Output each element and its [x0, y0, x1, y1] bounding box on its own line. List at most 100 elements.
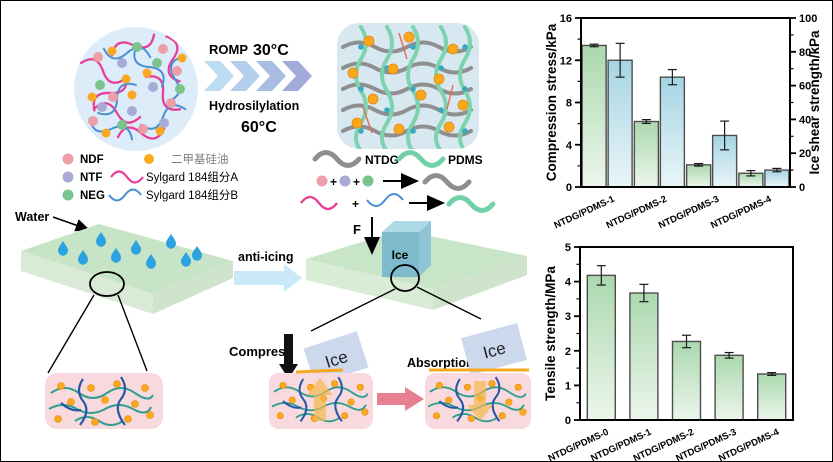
bar [629, 292, 659, 421]
ice-block-label: Ice [392, 248, 409, 262]
bar [756, 373, 787, 421]
mixture-particles [87, 42, 187, 138]
plus-sign: + [330, 175, 337, 189]
tick-label: 4 [566, 140, 573, 152]
romp-temp: 30°C [253, 42, 289, 59]
sylgard-a-label: Sylgard 184组分A [146, 170, 238, 184]
tick-label: 60 [799, 81, 811, 93]
ice-block: Ice [382, 221, 431, 277]
pdms-reaction: + [300, 193, 496, 213]
hydrosilylation-label: Hydrosilylation [209, 99, 299, 113]
schematic-svg: ROMP 30°C Hydrosilylation 60°C [15, 23, 531, 429]
tick-label: 3 [565, 311, 571, 323]
tick-label: 5 [565, 242, 571, 254]
romp-label: ROMP [209, 42, 248, 57]
bar [671, 340, 702, 421]
zoom-line [416, 286, 482, 320]
force-label: F [353, 222, 361, 237]
tick-label: 0 [799, 182, 805, 194]
zoom-line [117, 294, 148, 372]
ntf-dot-icon [62, 171, 74, 183]
neg-label: NEG [80, 190, 105, 202]
transition-arrow-icon [377, 387, 424, 411]
tick-label: 80 [799, 47, 811, 59]
coating-slab [21, 224, 233, 314]
bar [607, 59, 633, 188]
tick-label: 12 [560, 55, 572, 67]
sylgard-b-label: Sylgard 184组分B [146, 188, 238, 202]
anti-icing-arrow-icon [234, 264, 302, 292]
mixture-polymer-chains [79, 33, 187, 141]
magnifier-circle-icon [89, 271, 125, 297]
magnifier-circle-icon [390, 264, 420, 292]
ndf-label: NDF [80, 154, 104, 166]
neg-dot-icon [62, 189, 74, 201]
hydrosilylation-temp: 60°C [241, 119, 277, 136]
bar [581, 44, 607, 188]
silicone-oil-dot-icon [144, 154, 154, 164]
ice-tile: Ice [461, 323, 527, 375]
oil-layer-line [295, 368, 344, 374]
sylgard-a-squiggle-icon [110, 170, 144, 184]
anti-icing-label: anti-icing [238, 250, 294, 264]
bar [586, 274, 616, 421]
tick-label: 100 [799, 13, 817, 25]
chart-svg: 012345NTDG/PDMS-0NTDG/PDMS-1NTDG/PDMS-2N… [543, 242, 794, 461]
y-axis-label: Compression stress/kPa [545, 23, 559, 181]
ntf-label: NTF [80, 172, 102, 184]
tick-label: 4 [565, 277, 572, 289]
tick-label: 0 [566, 182, 572, 194]
polymer-legend: NTDG PDMS + + + [300, 150, 496, 213]
water-surface-scene: Water [15, 210, 233, 429]
oil-absorb-arrow-icon [467, 381, 493, 421]
bar [659, 76, 686, 188]
water-pointer-arrow-icon [52, 216, 91, 232]
particle-legend: NDF NTF NEG 二甲基硅油 Sylgard 184组分A Sylgard… [62, 152, 238, 202]
compress-step: Compress Ice [229, 331, 373, 429]
anti-icing-scene: anti-icing Ice F [234, 217, 527, 332]
oil-release-arrow-icon [307, 378, 333, 421]
zoom-line [310, 288, 396, 332]
plus-sign: + [352, 197, 359, 211]
compress-arrow-icon [279, 334, 298, 379]
sylgard-b-squiggle-icon [108, 188, 142, 202]
compress-label: Compress [229, 344, 293, 359]
ndf-dot-icon [62, 153, 74, 165]
pdms-label: PDMS [448, 153, 483, 167]
y2-axis-label: Ice shear strength/kPa [807, 30, 822, 175]
tick-label: 1 [565, 380, 571, 392]
water-label: Water [15, 210, 49, 224]
pdms-squiggle-icon [396, 150, 446, 168]
oil-droplets-in-cube [347, 31, 469, 135]
absorption-label: Absorption [407, 356, 474, 370]
tick-label: 0 [565, 415, 571, 427]
plot-frame [579, 246, 794, 421]
bar [714, 354, 744, 421]
plus-sign: + [353, 175, 360, 189]
reaction-arrow: ROMP 30°C Hydrosilylation 60°C [204, 42, 312, 136]
tick-label: 20 [799, 148, 811, 160]
network-cube [337, 23, 479, 149]
chevron-arrow-icon [204, 61, 312, 91]
category-label: NTDG/PDMS-4 [709, 193, 774, 231]
bar [764, 169, 790, 188]
silicone-oil-label: 二甲基硅油 [171, 152, 229, 166]
plot-frame [580, 17, 791, 188]
ntdg-squiggle-icon [312, 150, 362, 168]
zoom-line [47, 294, 95, 374]
tick-label: 16 [560, 13, 572, 25]
tensile-strength-chart: 0 1 2 3 4 5 NTDG/PDMS-0 NTDG/PDMS-1 NTDG/PDMS-2 N… [543, 235, 832, 461]
bar [633, 120, 660, 188]
chart-svg: 0481216020406080100NTDG/PDMS-1NTDG/PDMS-… [544, 13, 822, 231]
precursor-mixture-circle [74, 27, 198, 151]
bar [685, 164, 712, 188]
tick-label: 8 [566, 98, 572, 110]
absorption-step: Absorption Ice [377, 323, 531, 429]
compression-ice-shear-chart: 0 4 8 12 16 0 20 40 60 80 100 NTDG/PDMS-1 NTDG/PDMS-… [544, 3, 832, 240]
ntdg-label: NTDG [365, 153, 399, 167]
tick-label: 2 [565, 346, 571, 358]
y-axis-label: Tensile strength/MPa [545, 266, 558, 401]
ntdg-reaction: + + [316, 173, 472, 191]
tick-label: 40 [799, 114, 811, 126]
